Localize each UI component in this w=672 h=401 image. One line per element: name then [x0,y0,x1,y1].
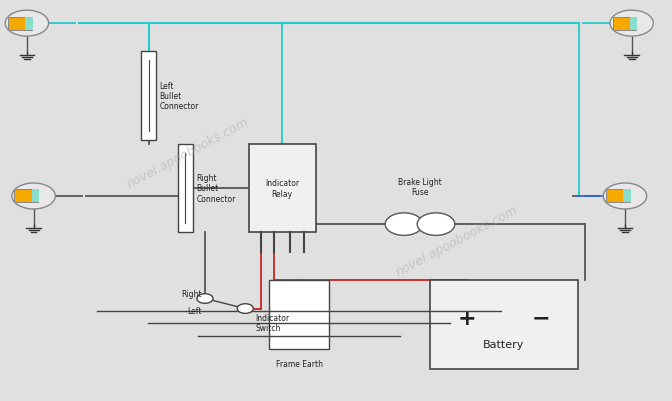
Circle shape [5,11,48,37]
Bar [249,144,316,233]
Text: +: + [458,308,476,328]
Text: Left: Left [187,306,202,315]
Text: novel.apoobooks.com: novel.apoobooks.com [394,203,520,278]
Bar [8,18,32,30]
Circle shape [385,213,423,236]
Bar [178,144,193,233]
Circle shape [417,213,455,236]
Circle shape [237,304,253,314]
Bar [430,281,578,369]
Text: novel.apoobooks.com: novel.apoobooks.com [125,115,251,190]
Text: −: − [532,308,550,328]
Bar [15,190,38,203]
Circle shape [197,294,213,304]
Bar [32,190,40,203]
Circle shape [610,11,653,37]
Circle shape [603,184,646,209]
Text: Right: Right [181,289,202,298]
Bar [623,190,631,203]
Text: Right
Bullet
Connector: Right Bullet Connector [196,174,236,203]
Text: Indicator
Switch: Indicator Switch [255,313,290,332]
Text: Frame Earth: Frame Earth [276,359,323,368]
Text: Indicator
Relay: Indicator Relay [265,179,299,198]
Bar [141,52,156,140]
Circle shape [12,184,55,209]
Bar [25,18,33,30]
Text: Left
Bullet
Connector: Left Bullet Connector [159,81,199,111]
Bar [613,18,636,30]
Bar [269,281,329,349]
Text: Brake Light
Fuse: Brake Light Fuse [398,177,442,196]
Bar [630,18,638,30]
Bar [606,190,630,203]
Text: Battery: Battery [483,339,525,349]
